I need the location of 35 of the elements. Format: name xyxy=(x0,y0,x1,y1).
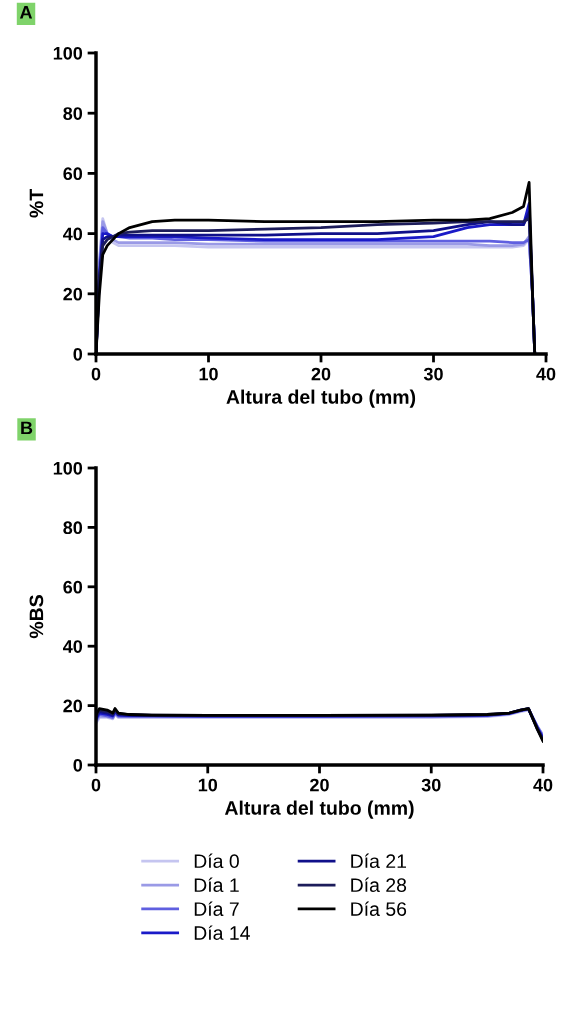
legend-label: Día 56 xyxy=(351,901,407,916)
y-tick-label: 0 xyxy=(73,347,83,361)
x-axis-title: Altura del tubo (mm) xyxy=(224,800,414,819)
y-tick-label: 80 xyxy=(63,521,83,535)
y-tick-label: 20 xyxy=(63,287,83,301)
y-tick-label: 40 xyxy=(63,640,83,653)
x-tick-label: 40 xyxy=(533,778,553,792)
x-tick-label: 20 xyxy=(311,367,331,381)
x-axis-title: Altura del tubo (mm) xyxy=(226,389,416,408)
legend-label: Día 0 xyxy=(194,853,239,869)
x-tick-label: 20 xyxy=(310,778,329,792)
x-tick-label: 10 xyxy=(199,367,218,381)
y-tick-label: 40 xyxy=(63,227,83,241)
legend-label: Día 21 xyxy=(351,853,406,869)
legend-label: Día 28 xyxy=(351,877,407,893)
legend-label: Día 1 xyxy=(194,877,239,893)
y-tick-label: 100 xyxy=(53,46,83,60)
text: A xyxy=(19,6,33,19)
text: B xyxy=(21,421,33,435)
legend-label: Día 14 xyxy=(194,925,250,940)
y-tick-label: 20 xyxy=(63,699,83,713)
y-axis-title: %BS xyxy=(29,595,44,639)
x-tick-label: 10 xyxy=(198,778,218,792)
y-axis-title: %T xyxy=(29,189,44,218)
y-tick-label: 60 xyxy=(63,167,83,181)
x-tick-label: 40 xyxy=(536,367,556,381)
x-tick-label: 30 xyxy=(423,367,443,381)
y-tick-label: 100 xyxy=(53,461,83,475)
y-tick-label: 60 xyxy=(63,580,83,594)
y-tick-label: 80 xyxy=(63,107,83,120)
x-tick-label: 30 xyxy=(421,778,441,792)
y-tick-label: 0 xyxy=(73,758,83,772)
legend-label: Día 7 xyxy=(194,901,239,916)
x-tick-label: 0 xyxy=(91,367,101,381)
x-tick-label: 0 xyxy=(91,778,101,792)
